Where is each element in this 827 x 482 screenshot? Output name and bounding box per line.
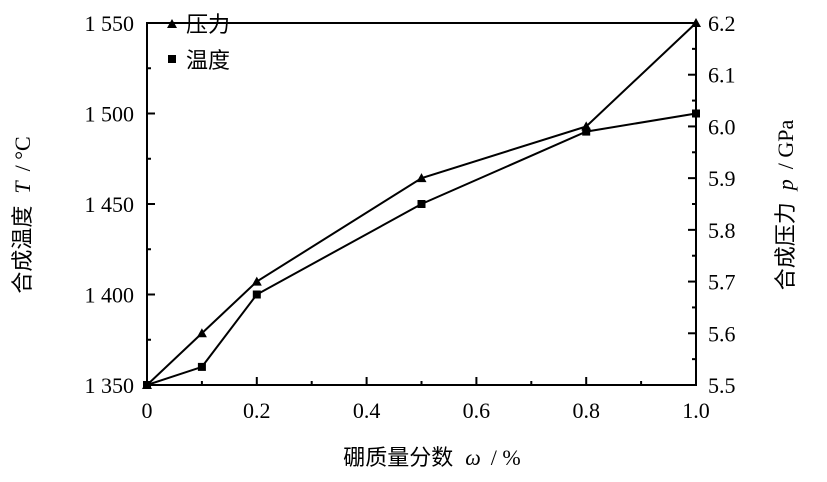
x-tick-label: 1.0: [682, 398, 710, 423]
y-right-tick-label: 5.6: [708, 321, 736, 346]
data-point-pressure: [196, 328, 207, 338]
data-point-temperature: [417, 200, 426, 208]
x-axis-title: 硼质量分数 ω / %: [343, 445, 521, 471]
x-tick-label: 0.8: [572, 398, 600, 423]
data-point-pressure: [251, 276, 262, 286]
y-right-axis-title: 合成压力 p / GPa: [773, 120, 799, 291]
data-point-temperature: [692, 109, 700, 118]
y-left-axis-unit: / °C: [10, 136, 35, 171]
x-tick-label: 0: [142, 398, 153, 423]
y-right-tick-label: 5.9: [708, 166, 736, 191]
y-right-tick-label: 6.0: [708, 114, 736, 139]
y-left-axis-symbol: T: [10, 180, 35, 194]
y-right-axis-ticks: 5.5 5.6 5.7 5.8 5.9 6.0 6.1 6.2: [688, 11, 736, 398]
y-left-axis-ticks: 1 350 1 400 1 450 1 500 1 550: [85, 11, 155, 398]
data-point-temperature: [143, 381, 151, 389]
data-point-temperature: [582, 127, 591, 136]
x-tick-label: 0.4: [353, 398, 381, 423]
legend-label-temperature: 温度: [186, 49, 230, 74]
y-right-tick-label: 5.5: [708, 373, 736, 398]
y-left-axis-label: 合成温度: [11, 206, 36, 294]
y-right-tick-label: 5.8: [708, 218, 736, 243]
y-right-axis-unit: / GPa: [773, 120, 798, 170]
data-point-pressure: [416, 173, 427, 183]
y-left-axis-title: 合成温度 T / °C: [10, 136, 36, 293]
y-left-tick-label: 1 400: [85, 283, 135, 308]
data-point-temperature: [197, 362, 206, 371]
data-point-temperature: [252, 290, 261, 299]
x-axis-symbol: ω: [465, 445, 481, 470]
series-layer: [142, 18, 701, 389]
y-right-tick-label: 5.7: [708, 270, 736, 295]
legend-label-pressure: 压力: [186, 13, 230, 38]
series-line-temperature: [146, 112, 697, 386]
legend: 压力 温度: [167, 13, 230, 74]
x-axis-ticks: 0 0.2 0.4 0.6 0.8 1.0: [142, 377, 710, 423]
x-tick-label: 0.6: [463, 398, 491, 423]
legend-square-marker: [168, 55, 176, 63]
series-line-pressure: [146, 22, 697, 386]
y-left-tick-label: 1 550: [85, 11, 135, 36]
y-right-axis-label: 合成压力: [774, 202, 799, 290]
legend-triangle-marker: [167, 19, 177, 28]
y-left-tick-label: 1 350: [85, 373, 135, 398]
x-axis-label: 硼质量分数: [343, 446, 453, 471]
y-right-tick-label: 6.1: [708, 63, 736, 88]
y-left-tick-label: 1 450: [85, 192, 135, 217]
data-point-pressure: [691, 18, 701, 27]
y-right-tick-label: 6.2: [708, 11, 736, 36]
y-right-axis-symbol: p: [773, 179, 798, 192]
y-left-tick-label: 1 500: [85, 102, 135, 127]
x-tick-label: 0.2: [243, 398, 271, 423]
x-axis-unit: / %: [491, 445, 521, 470]
